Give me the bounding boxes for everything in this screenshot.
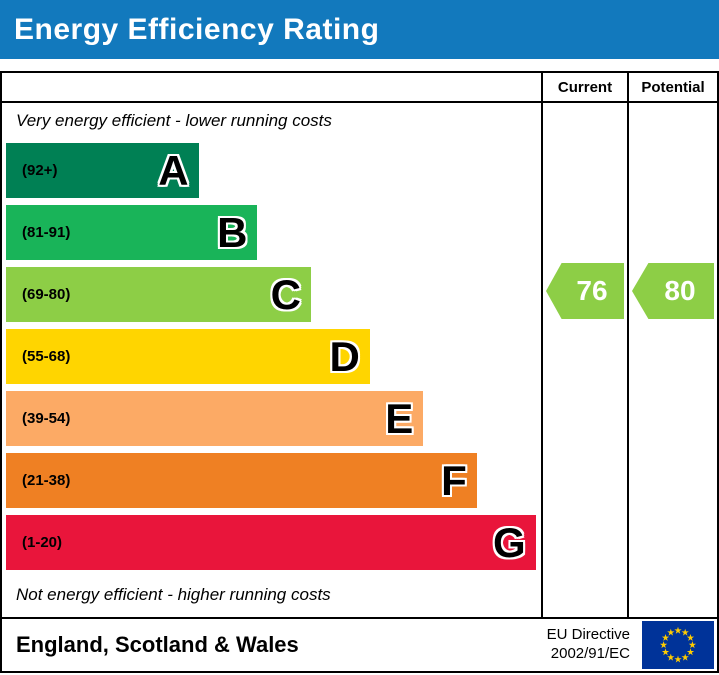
bands-column: Very energy efficient - lower running co… — [2, 73, 541, 617]
band-row-d: (55-68) D — [6, 325, 541, 387]
bands-list: (92+) A (81-91) B (69-80) C — [2, 139, 541, 573]
band-row-f: (21-38) F — [6, 449, 541, 511]
band-e-letter: E — [385, 394, 414, 442]
current-rating-arrow: 76 — [546, 263, 624, 319]
bands-column-body: Very energy efficient - lower running co… — [2, 103, 541, 617]
potential-rating-value: 80 — [664, 275, 696, 306]
potential-rating-arrow: 80 — [632, 263, 714, 319]
band-e-bar: (39-54) E — [6, 391, 424, 446]
current-column-header: Current — [543, 73, 627, 103]
region-label: England, Scotland & Wales — [16, 632, 299, 657]
title-bar: Energy Efficiency Rating — [0, 0, 719, 59]
potential-column-header: Potential — [629, 73, 717, 103]
band-row-e: (39-54) E — [6, 387, 541, 449]
band-row-b: (81-91) B — [6, 201, 541, 263]
eu-flag-icon — [642, 621, 714, 669]
eu-directive-line1: EU Directive — [546, 626, 630, 644]
eu-directive-line2: 2002/91/EC — [550, 645, 630, 662]
band-f-letter: F — [441, 456, 467, 504]
rating-chart: Very energy efficient - lower running co… — [0, 71, 719, 619]
band-d-bar: (55-68) D — [6, 329, 370, 384]
band-c-range-label: (69-80) — [22, 286, 71, 303]
spacer — [0, 59, 719, 71]
band-c-letter: C — [270, 270, 301, 318]
band-d-range-label: (55-68) — [22, 348, 71, 365]
band-e-range-label: (39-54) — [22, 410, 71, 427]
band-d-letter: D — [329, 332, 360, 380]
current-column: Current 76 — [541, 73, 627, 617]
footer: England, Scotland & Wales EU Directive 2… — [0, 617, 719, 673]
band-row-a: (92+) A — [6, 139, 541, 201]
band-a-letter: A — [158, 146, 189, 194]
band-b-bar: (81-91) B — [6, 205, 258, 260]
band-a-bar: (92+) A — [6, 143, 199, 198]
band-c-bar: (69-80) C — [6, 267, 311, 322]
band-a-range-label: (92+) — [22, 162, 58, 179]
band-f-range-label: (21-38) — [22, 472, 71, 489]
bands-column-header — [2, 73, 541, 103]
current-rating-value: 76 — [576, 275, 608, 306]
band-g-bar: (1-20) G — [6, 515, 536, 570]
band-b-range-label: (81-91) — [22, 224, 71, 241]
band-row-c: (69-80) C — [6, 263, 541, 325]
potential-column-body: 80 — [629, 103, 717, 617]
band-g-letter: G — [492, 518, 526, 566]
page-title: Energy Efficiency Rating — [14, 12, 380, 46]
current-column-body: 76 — [543, 103, 627, 617]
top-note: Very energy efficient - lower running co… — [16, 111, 332, 130]
eu-directive-text: EU Directive 2002/91/EC — [547, 626, 630, 664]
potential-column: Potential 80 — [627, 73, 717, 617]
band-b-letter: B — [217, 208, 248, 256]
band-f-bar: (21-38) F — [6, 453, 477, 508]
bottom-note: Not energy efficient - higher running co… — [16, 585, 331, 604]
band-row-g: (1-20) G — [6, 511, 541, 573]
band-g-range-label: (1-20) — [22, 534, 63, 551]
